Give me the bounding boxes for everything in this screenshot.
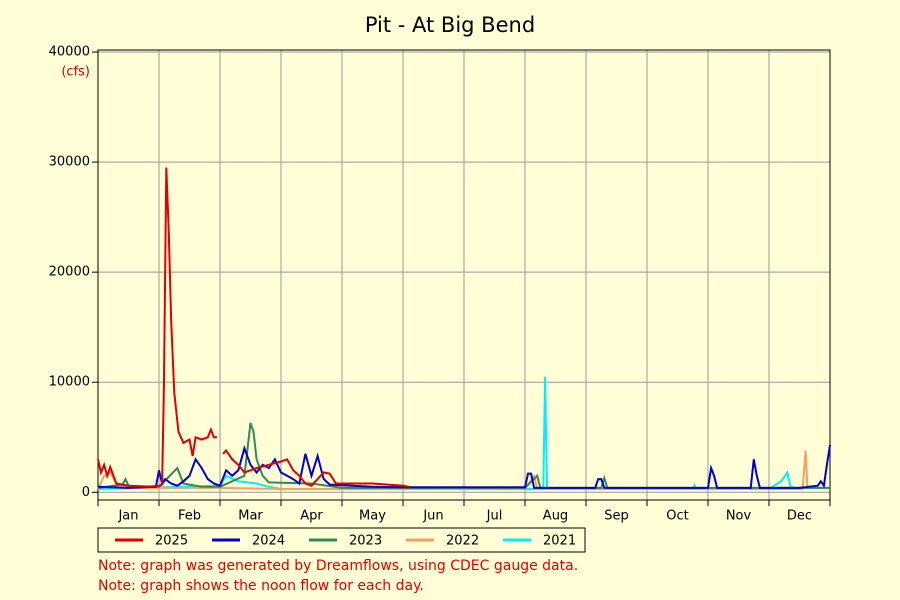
- x-tick-label: Aug: [543, 509, 568, 524]
- x-tick-label: Mar: [238, 509, 263, 524]
- x-tick-label: Oct: [666, 509, 688, 524]
- y-tick-label: 0: [82, 485, 90, 500]
- x-tick-label: Jan: [117, 509, 138, 524]
- y-tick-label: 10000: [49, 375, 90, 390]
- y-unit: (cfs): [61, 65, 90, 80]
- note: Note: graph shows the noon flow for each…: [98, 578, 424, 594]
- series-line: [97, 444, 831, 489]
- legend-label: 2023: [349, 534, 382, 549]
- note: Note: graph was generated by Dreamflows,…: [98, 558, 578, 574]
- plot-frame: [97, 49, 831, 501]
- x-tick-label: Jul: [486, 509, 503, 524]
- x-tick-label: Dec: [787, 509, 812, 524]
- y-tick-label: 40000: [49, 45, 90, 60]
- x-tick-label: May: [359, 509, 386, 524]
- x-tick-label: Jun: [422, 509, 443, 524]
- y-tick-label: 30000: [49, 155, 90, 170]
- x-tick-label: Sep: [604, 509, 629, 524]
- x-tick-label: Feb: [178, 509, 201, 524]
- legend-label: 2025: [155, 534, 188, 549]
- legend-box: [97, 527, 586, 553]
- chart-title: Pit - At Big Bend: [365, 13, 535, 37]
- y-tick-label: 20000: [49, 265, 90, 280]
- series-line: [97, 167, 410, 488]
- legend-label: 2024: [252, 534, 285, 549]
- x-tick-label: Apr: [300, 509, 323, 524]
- x-tick-label: Nov: [726, 509, 752, 524]
- legend-label: 2021: [543, 534, 576, 549]
- legend-label: 2022: [446, 534, 479, 549]
